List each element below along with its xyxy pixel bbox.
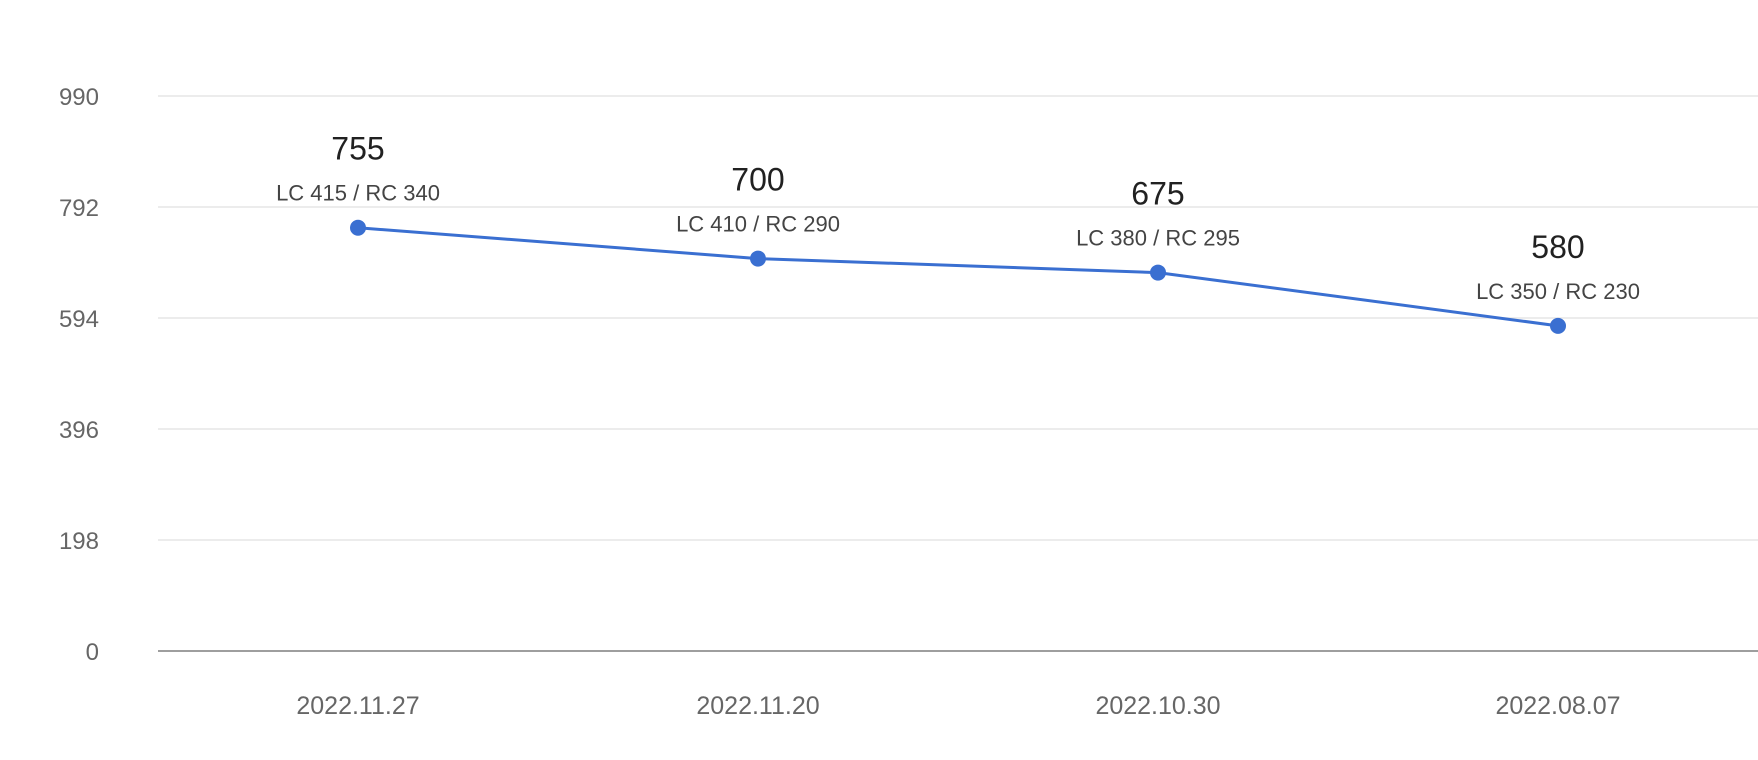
data-labels: 755 LC 415 / RC 340 700 LC 410 / RC 290 675 L…: [276, 131, 1640, 304]
breakdown-label: LC 380 / RC 295: [1076, 226, 1240, 251]
breakdown-label: LC 415 / RC 340: [276, 181, 440, 206]
value-label: 755: [331, 131, 384, 167]
series-line-group: [350, 219, 1566, 334]
value-label: 700: [731, 162, 784, 198]
data-point[interactable]: [1150, 264, 1166, 281]
y-tick-label: 594: [59, 306, 99, 333]
value-label: 580: [1531, 229, 1584, 265]
x-tick-label: 2022.11.20: [696, 692, 819, 720]
breakdown-label: LC 410 / RC 290: [676, 212, 840, 237]
breakdown-label: LC 350 / RC 230: [1476, 279, 1640, 304]
y-tick-label: 990: [59, 84, 99, 111]
x-tick-label: 2022.08.07: [1495, 692, 1620, 720]
x-axis-ticks: 2022.11.27 2022.11.20 2022.10.30 2022.08.07: [296, 692, 1620, 720]
y-tick-label: 198: [59, 528, 99, 555]
x-tick-label: 2022.10.30: [1095, 692, 1220, 720]
grid-lines: [158, 95, 1758, 652]
data-point[interactable]: [1550, 317, 1566, 334]
y-axis-ticks: 0 198 396 594 792 990: [59, 84, 99, 666]
series-line: [357, 226, 1559, 328]
y-tick-label: 792: [59, 195, 99, 222]
x-tick-label: 2022.11.27: [296, 692, 419, 720]
y-tick-label: 396: [59, 417, 99, 444]
value-label: 675: [1131, 176, 1184, 212]
data-point[interactable]: [350, 219, 366, 236]
y-tick-label: 0: [86, 639, 99, 666]
data-point[interactable]: [750, 250, 766, 267]
